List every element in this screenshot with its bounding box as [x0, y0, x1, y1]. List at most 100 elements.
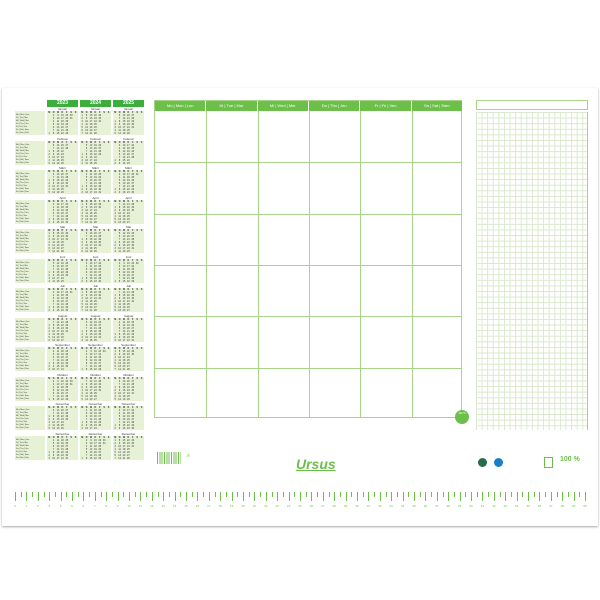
- day-number: 20: [127, 152, 130, 156]
- day-number: 23: [61, 326, 64, 330]
- day-number: 6: [52, 409, 55, 412]
- day-header: S: [70, 347, 72, 350]
- ruler-tick: [191, 492, 193, 497]
- month-grid: M D M D F S S 1 2 3 4 5 6 7 8 9 10 11 12 13 14 15 16 17 18 19 20 21…: [113, 406, 144, 430]
- day-number: 27: [131, 379, 135, 383]
- day-number: 26: [65, 297, 69, 300]
- day-header: D: [127, 317, 130, 321]
- day-number: 14: [122, 238, 126, 241]
- day-number: 10: [56, 202, 60, 206]
- day-number: 8: [52, 323, 55, 327]
- day-number: 26: [61, 335, 64, 339]
- day-number: 28: [98, 273, 102, 277]
- legend-label: Di | Tue | Mar: [16, 235, 28, 237]
- day-number: 16: [56, 418, 60, 421]
- ruler-label: 42: [492, 504, 496, 508]
- day-number: 7: [52, 447, 55, 451]
- day-number: 15: [122, 279, 126, 283]
- month-grid: M D M D F S S 1 2 3 4 5 6 7 8 9 10 11 12 13 14 15 16 17 18 19 20 21…: [47, 140, 78, 165]
- day-header: M: [89, 288, 92, 291]
- day-number: 10: [122, 143, 126, 147]
- legend-label: Do | Thu | Jeu: [16, 329, 29, 332]
- day-number: 9: [52, 235, 55, 238]
- day-header: F: [66, 406, 68, 409]
- day-number: 29: [98, 382, 102, 386]
- day-number: 23: [61, 235, 64, 238]
- day-number: 2: [114, 208, 116, 212]
- day-header: D: [52, 376, 55, 380]
- day-number: 27: [65, 300, 69, 303]
- day-number: 22: [94, 114, 97, 117]
- day-number: 30: [98, 241, 102, 244]
- ruler-label: 40: [469, 504, 473, 508]
- day-header: M: [122, 288, 125, 291]
- day-number: 16: [94, 350, 97, 353]
- day-header: S: [70, 317, 72, 321]
- day-number: 11: [118, 447, 121, 451]
- day-number: 15: [56, 232, 60, 235]
- day-header: F: [132, 376, 134, 380]
- day-number: 16: [89, 241, 93, 244]
- legend-block: Mo | Mon | Lun Di | Tue | Mar Mi | Wed | M…: [15, 376, 45, 401]
- ruler-label: 23: [275, 504, 279, 508]
- day-header: D: [61, 258, 64, 262]
- day-number: 30: [131, 441, 135, 445]
- day-header: M: [114, 288, 117, 291]
- day-number: 17: [89, 158, 93, 162]
- day-number: 3: [114, 247, 116, 250]
- day-number: 12: [118, 132, 121, 135]
- day-header: D: [52, 347, 55, 350]
- day-number: 14: [85, 220, 88, 224]
- day-number: 17: [127, 143, 130, 147]
- legend-label: Do | Thu | Jeu: [16, 152, 29, 155]
- day-number: 16: [122, 208, 126, 212]
- day-header: M: [89, 317, 92, 321]
- day-number: 9: [118, 208, 121, 212]
- day-header: D: [52, 111, 55, 114]
- day-header: M: [56, 111, 59, 114]
- day-number: 18: [122, 394, 126, 398]
- day-number: 9: [90, 350, 92, 353]
- day-number: 15: [56, 132, 60, 135]
- day-number: 20: [94, 270, 97, 274]
- day-number: 5: [52, 441, 55, 445]
- month-grid: M D M D F S S 1 2 3 4 5 6 7 8 9 10 11 12 13 14 15 16 17 18 19 20 21…: [80, 406, 111, 430]
- day-header: D: [94, 406, 97, 409]
- day-number: 30: [65, 182, 69, 185]
- day-number: 18: [127, 267, 130, 271]
- month-grid: M D M D F S S 1 2 3 4 5 6 7 8 9 10 11 12 13 14 15 16 17 18 19 20 21…: [113, 140, 144, 165]
- day-number: 11: [122, 146, 126, 150]
- day-number: 12: [56, 208, 60, 212]
- day-number: 3: [52, 382, 55, 386]
- day-number: 4: [81, 211, 83, 215]
- day-header: F: [132, 288, 134, 291]
- day-header: F: [66, 140, 68, 144]
- day-number: 26: [131, 270, 135, 274]
- day-number: 19: [56, 191, 60, 194]
- day-header: D: [118, 435, 121, 439]
- day-number: 30: [131, 123, 135, 126]
- day-number: 17: [56, 456, 60, 460]
- day-number: 19: [89, 394, 93, 398]
- day-number: 8: [85, 114, 88, 117]
- day-number: 5: [48, 191, 50, 194]
- legend-label: Do | Thu | Jeu: [16, 300, 29, 302]
- day-number: 25: [61, 158, 64, 162]
- day-number: 6: [48, 338, 50, 342]
- ruler-tick: [453, 492, 455, 497]
- day-number: 2: [114, 297, 116, 300]
- month-label: April: [92, 195, 99, 200]
- day-number: 7: [81, 132, 83, 135]
- day-number: 28: [131, 117, 135, 120]
- day-number: 28: [98, 365, 102, 368]
- ruler-tick: [26, 492, 28, 501]
- notes-grid[interactable]: [476, 112, 588, 430]
- day-header: D: [127, 199, 130, 203]
- notes-title-box[interactable]: [476, 100, 588, 110]
- day-number: 2: [114, 161, 116, 165]
- day-header: D: [85, 317, 88, 321]
- day-number: 21: [61, 176, 64, 179]
- day-number: 10: [85, 191, 88, 194]
- ruler-label: 50: [583, 504, 587, 508]
- day-number: 4: [48, 188, 50, 191]
